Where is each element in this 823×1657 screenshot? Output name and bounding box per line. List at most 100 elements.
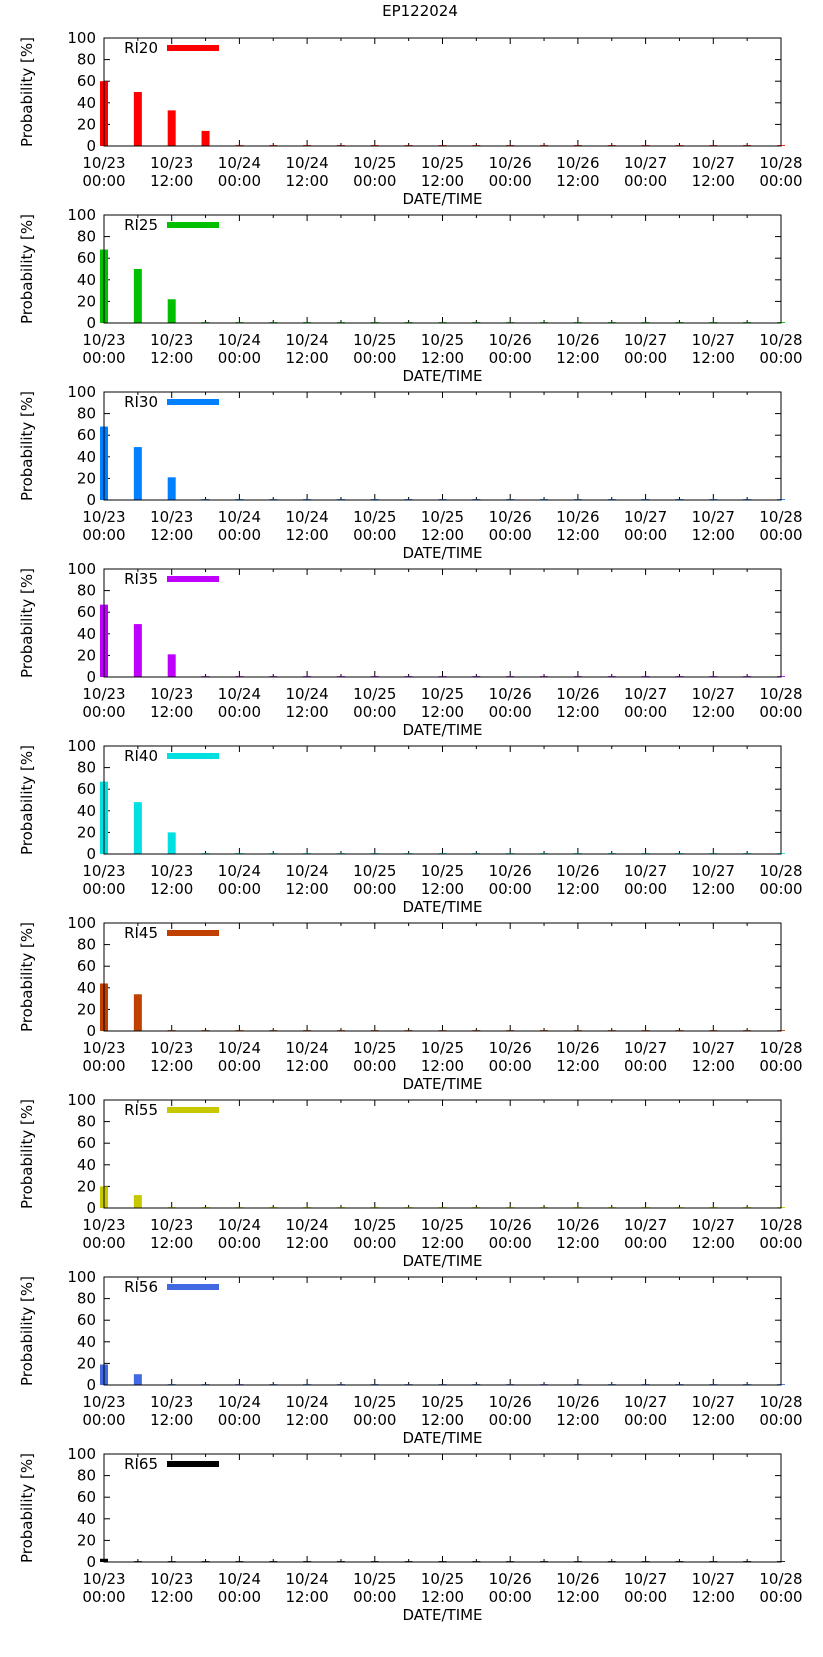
x-tick-label-time: 12:00: [421, 172, 464, 190]
x-tick-label-time: 12:00: [692, 880, 735, 898]
y-tick-label: 20: [77, 1354, 96, 1372]
y-tick-label: 0: [86, 845, 96, 863]
x-tick-label-time: 00:00: [353, 1411, 396, 1429]
legend-label: RI20: [124, 39, 158, 57]
x-tick-label-date: 10/27: [692, 685, 735, 703]
x-tick-label-date: 10/25: [353, 508, 396, 526]
x-tick-label-date: 10/24: [285, 862, 328, 880]
x-axis-label: DATE/TIME: [402, 721, 482, 739]
y-axis-label: Probability [%]: [18, 922, 36, 1032]
x-tick-label-date: 10/25: [421, 1039, 464, 1057]
x-tick-label-date: 10/27: [692, 1039, 735, 1057]
x-tick-label-date: 10/24: [218, 862, 261, 880]
x-tick-label: 10/23 00:00: [82, 1393, 125, 1429]
x-tick-label-time: 12:00: [692, 703, 735, 721]
x-tick-label: 10/26 12:00: [556, 154, 599, 190]
x-tick-label-time: 00:00: [624, 1411, 667, 1429]
x-tick-label: 10/28 00:00: [759, 1216, 802, 1252]
x-tick-label-time: 00:00: [218, 1057, 261, 1075]
x-axis-label: DATE/TIME: [402, 367, 482, 385]
x-tick-label: 10/26 12:00: [556, 1039, 599, 1075]
x-tick-label: 10/27 12:00: [692, 331, 735, 367]
x-tick-label: 10/27 00:00: [624, 1216, 667, 1252]
y-tick-label: 0: [86, 1553, 96, 1571]
x-tick-label-date: 10/24: [285, 1393, 328, 1411]
x-tick-label: 10/25 12:00: [421, 154, 464, 190]
x-tick-label-date: 10/26: [489, 685, 532, 703]
x-tick-label-time: 00:00: [489, 1588, 532, 1606]
x-axis-label: DATE/TIME: [402, 190, 482, 208]
x-tick-label: 10/25 00:00: [353, 685, 396, 721]
x-tick-label: 10/26 12:00: [556, 331, 599, 367]
x-tick-label-date: 10/27: [624, 508, 667, 526]
y-tick-label: 20: [77, 646, 96, 664]
x-tick-label-date: 10/26: [556, 1216, 599, 1234]
x-tick-label-time: 00:00: [759, 1234, 802, 1252]
x-tick-label-date: 10/26: [489, 862, 532, 880]
x-tick-label: 10/27 00:00: [624, 508, 667, 544]
x-tick-label: 10/28 00:00: [759, 331, 802, 367]
x-tick-label: 10/27 00:00: [624, 685, 667, 721]
x-tick-label: 10/23 00:00: [82, 1570, 125, 1606]
x-tick-label-date: 10/26: [556, 1393, 599, 1411]
x-axis-label: DATE/TIME: [402, 1429, 482, 1447]
plot-frame: [103, 1099, 782, 1209]
y-tick-label: 80: [77, 759, 96, 777]
x-tick-label-date: 10/25: [421, 1393, 464, 1411]
x-tick-label-date: 10/26: [556, 508, 599, 526]
x-tick-label: 10/24 00:00: [218, 685, 261, 721]
x-tick-label-date: 10/28: [759, 154, 802, 172]
x-tick-label-date: 10/24: [285, 1570, 328, 1588]
x-tick-label-date: 10/26: [489, 331, 532, 349]
x-tick-label-time: 00:00: [489, 526, 532, 544]
x-tick-label-date: 10/24: [218, 1216, 261, 1234]
y-tick-label: 60: [77, 249, 96, 267]
bar: [133, 1195, 142, 1208]
x-tick-label-date: 10/23: [82, 1216, 125, 1234]
y-tick-label: 20: [77, 1177, 96, 1195]
x-axis-label: DATE/TIME: [402, 1075, 482, 1093]
plot-frame: [103, 568, 782, 678]
bar: [201, 130, 210, 146]
x-axis-label: DATE/TIME: [402, 1252, 482, 1270]
x-tick-label-time: 00:00: [624, 1057, 667, 1075]
x-tick-label-date: 10/23: [82, 508, 125, 526]
chart-title: EP122024: [382, 2, 458, 20]
y-tick-label: 60: [77, 426, 96, 444]
x-tick-label-time: 00:00: [759, 1588, 802, 1606]
x-tick-label-time: 00:00: [624, 703, 667, 721]
x-tick-label: 10/25 12:00: [421, 1039, 464, 1075]
x-tick-label-date: 10/25: [421, 331, 464, 349]
x-tick-label: 10/24 00:00: [218, 1039, 261, 1075]
x-tick-label: 10/28 00:00: [759, 1570, 802, 1606]
x-tick-label-time: 00:00: [759, 172, 802, 190]
x-tick-label: 10/27 12:00: [692, 1393, 735, 1429]
x-tick-label-time: 00:00: [489, 172, 532, 190]
bar: [167, 832, 176, 854]
x-tick-label-date: 10/23: [150, 862, 193, 880]
x-tick-label: 10/24 12:00: [285, 862, 328, 898]
y-tick-label: 60: [77, 1134, 96, 1152]
x-tick-label-time: 12:00: [150, 1588, 193, 1606]
y-tick-label: 20: [77, 823, 96, 841]
x-tick-label: 10/27 00:00: [624, 1570, 667, 1606]
x-tick-label: 10/28 00:00: [759, 1039, 802, 1075]
y-tick-label: 40: [77, 979, 96, 997]
plot-frame: [103, 745, 782, 855]
x-tick-label-time: 00:00: [218, 880, 261, 898]
x-tick-label-time: 00:00: [759, 526, 802, 544]
x-tick-label-date: 10/27: [692, 1393, 735, 1411]
y-tick-label: 0: [86, 491, 96, 509]
x-tick-label-date: 10/24: [218, 685, 261, 703]
y-tick-label: 100: [67, 206, 96, 224]
bar: [167, 654, 176, 677]
x-tick-label-time: 12:00: [421, 880, 464, 898]
x-tick-label-time: 00:00: [489, 1057, 532, 1075]
x-tick-label: 10/23 12:00: [150, 1039, 193, 1075]
x-tick-label-time: 12:00: [692, 1234, 735, 1252]
x-tick-label-time: 00:00: [218, 172, 261, 190]
bar: [133, 802, 142, 854]
bar: [167, 299, 176, 323]
